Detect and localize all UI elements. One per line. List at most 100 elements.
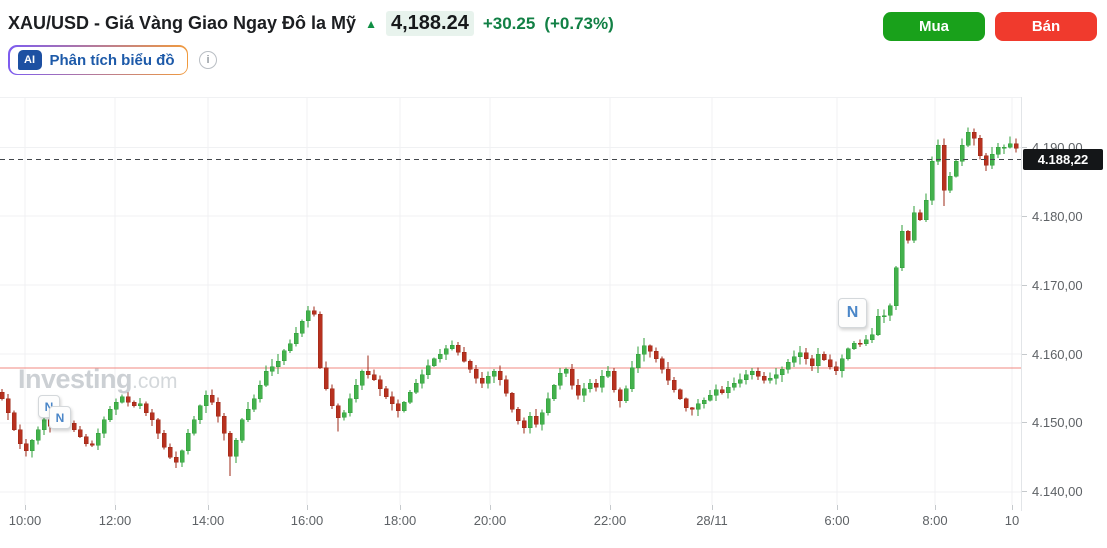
candle (683, 398, 689, 409)
candle (35, 429, 41, 441)
candle (89, 443, 95, 446)
candle (29, 439, 35, 451)
candle (533, 415, 539, 425)
candle (161, 433, 167, 448)
candle (701, 399, 707, 404)
candle (929, 160, 935, 201)
price-axis-label: 4.180,00 (1032, 208, 1083, 224)
candle (695, 403, 701, 410)
candle (959, 144, 965, 162)
time-axis-tick (490, 505, 491, 510)
candle (665, 368, 671, 381)
candle (41, 419, 47, 431)
candle (419, 374, 425, 384)
candle (209, 395, 215, 403)
candle (719, 389, 725, 393)
candle (875, 315, 881, 336)
price-up-arrow-icon: ▲ (365, 17, 377, 31)
candle (1001, 147, 1007, 149)
candle (779, 368, 785, 375)
instrument-header: XAU/USD - Giá Vàng Giao Ngay Đô la Mỹ ▲ … (8, 11, 614, 36)
candle (359, 371, 365, 386)
candle (941, 144, 947, 191)
candle (809, 358, 815, 367)
candle (125, 396, 131, 403)
candle (935, 144, 941, 162)
price-change: +30.25 (482, 14, 536, 33)
candle (923, 200, 929, 220)
candle (827, 359, 833, 367)
candle (527, 415, 533, 429)
candle (965, 131, 971, 146)
candle (377, 379, 383, 389)
candle (197, 405, 203, 420)
candle (233, 439, 239, 457)
price-axis-label: 4.150,00 (1032, 415, 1083, 431)
candle (323, 367, 329, 389)
candle (281, 350, 287, 362)
instrument-title: XAU/USD - Giá Vàng Giao Ngay Đô la Mỹ (8, 13, 357, 33)
candle (971, 131, 977, 139)
candle (887, 305, 893, 316)
candle (917, 212, 923, 220)
candle (869, 334, 875, 340)
candle (653, 351, 659, 360)
candle (539, 412, 545, 425)
candle (845, 348, 851, 360)
price-axis-tick (1022, 146, 1027, 148)
candle (431, 358, 437, 367)
candle (557, 373, 563, 386)
price-axis-tick (1022, 284, 1027, 286)
candle (245, 408, 251, 420)
candlestick-series (0, 127, 1019, 477)
candle (293, 333, 299, 344)
price-axis-label: 4.170,00 (1032, 277, 1083, 293)
candle (263, 371, 269, 386)
news-marker[interactable]: N (838, 298, 867, 328)
candle (731, 382, 737, 388)
ai-analyze-label: Phân tích biểu đồ (49, 51, 175, 69)
candle (317, 313, 323, 369)
sell-button[interactable]: Bán (995, 12, 1097, 41)
candle (227, 433, 233, 457)
candle (479, 377, 485, 384)
candle (269, 366, 275, 372)
time-axis-tick (307, 505, 308, 510)
candle (365, 371, 371, 375)
candle (71, 422, 77, 431)
candle (101, 419, 107, 434)
time-axis-label: 20:00 (473, 513, 507, 528)
ai-analyze-chart-button[interactable]: AI Phân tích biểu đồ (8, 45, 189, 75)
candle (983, 155, 989, 166)
candle (569, 368, 575, 386)
news-marker[interactable]: N (49, 406, 71, 429)
candle (863, 339, 869, 344)
time-axis-tick (610, 505, 611, 510)
candle (581, 388, 587, 396)
candle (119, 396, 125, 403)
candle (947, 176, 953, 191)
candle (113, 402, 119, 410)
buy-button[interactable]: Mua (883, 12, 985, 41)
candle (599, 375, 605, 388)
candle (185, 433, 191, 451)
candle (785, 362, 791, 370)
time-axis-label: 28/11 (696, 513, 728, 528)
candle (107, 408, 113, 420)
time-axis-label: 8:00 (922, 513, 948, 528)
candle (821, 353, 827, 360)
candle (335, 405, 341, 418)
info-icon[interactable]: i (199, 51, 218, 69)
time-axis-tick (400, 505, 401, 510)
current-price-tag: 4.188,22 (1023, 149, 1103, 171)
time-axis-label: 16:00 (290, 513, 324, 528)
candle (905, 231, 911, 241)
candle (791, 356, 797, 363)
candle (473, 368, 479, 379)
candle (347, 398, 353, 413)
ai-badge-icon: AI (17, 50, 42, 70)
chart-canvas[interactable] (0, 97, 1022, 511)
candle (371, 374, 377, 380)
candle (713, 389, 719, 396)
candle (737, 379, 743, 384)
